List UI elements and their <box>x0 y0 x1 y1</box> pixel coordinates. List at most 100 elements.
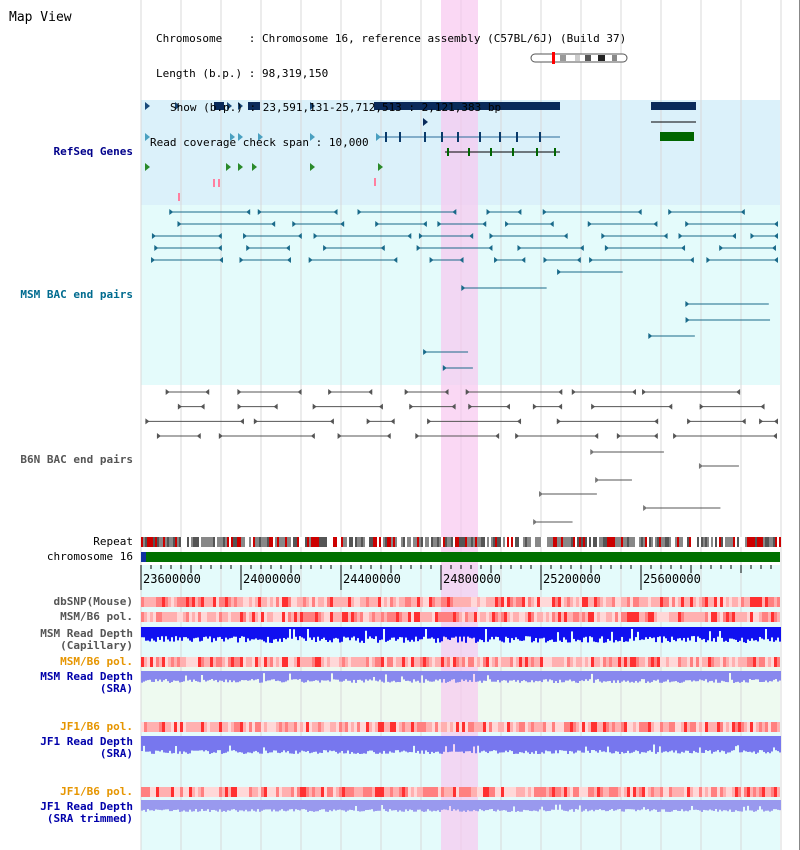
jf1-b6-pol-2-heat-cell <box>435 787 438 797</box>
jf1-b6-pol-2-heat-cell <box>336 787 339 797</box>
jf1-sra-depth-bar <box>639 736 641 754</box>
jf1-sra-depth-bar <box>367 736 369 752</box>
jf1-trimmed-depth-bar <box>213 800 215 810</box>
msm-sra-depth-bar <box>701 671 703 681</box>
msm-sra-depth-bar <box>589 671 591 680</box>
jf1-trimmed-depth-bar <box>297 800 299 810</box>
dbsnp-heat-cell <box>168 597 171 607</box>
msm-sra-depth-bar <box>319 671 321 683</box>
jf1-b6-pol-heat-cell <box>387 722 390 732</box>
jf1-trimmed-depth-bar <box>385 800 387 812</box>
msm-sra-depth-bar <box>621 671 623 682</box>
dbsnp-heat-cell <box>477 597 480 607</box>
msm-sra-depth-bar <box>481 671 483 683</box>
repeat-segment <box>221 537 223 547</box>
jf1-sra-depth-bar <box>575 736 577 753</box>
jf1-sra-depth-bar <box>721 736 723 751</box>
dbsnp-heat-cell <box>675 597 678 607</box>
jf1-trimmed-depth-bar <box>281 800 283 810</box>
repeat-segment <box>653 537 655 547</box>
msm-b6-pol-2-heat-cell <box>345 657 348 667</box>
msm-capillary-depth-bar <box>367 627 369 639</box>
jf1-b6-pol-2-heat-cell <box>510 787 513 797</box>
msm-capillary-depth-bar <box>259 627 261 640</box>
msm-capillary-depth-bar <box>565 627 567 640</box>
dbsnp-heat-cell <box>600 597 603 607</box>
msm-sra-depth-bar <box>287 671 289 681</box>
msm-b6-pol-heat-cell <box>723 612 726 622</box>
track-label-dbsnp[interactable]: dbSNP(Mouse) <box>53 595 133 608</box>
jf1-b6-pol-heat-cell <box>681 722 684 732</box>
msm-sra-depth-bar <box>177 671 179 681</box>
jf1-trimmed-depth-bar <box>423 800 425 812</box>
track-label-msm-depth-sra[interactable]: MSM Read Depth <box>40 670 133 683</box>
msm-b6-pol-heat-cell <box>282 612 285 622</box>
track-label-jf1-depth-trimmed[interactable]: JF1 Read Depth <box>40 800 133 813</box>
track-label-jf1-b6-pol-2[interactable]: JF1/B6 pol. <box>60 785 133 798</box>
jf1-trimmed-depth-bar <box>591 800 593 810</box>
msm-capillary-depth-bar <box>269 627 271 643</box>
track-label-msm-b6-pol-1[interactable]: MSM/B6 pol. <box>60 610 133 623</box>
msm-sra-depth-bar <box>623 671 625 681</box>
jf1-sra-depth-bar <box>477 736 479 746</box>
jf1-b6-pol-heat-cell <box>312 722 315 732</box>
track-label-jf1-depth-sra[interactable]: JF1 Read Depth <box>40 735 133 748</box>
dbsnp-heat-cell <box>564 597 567 607</box>
jf1-b6-pol-heat-cell <box>690 722 693 732</box>
jf1-sra-depth-bar <box>417 736 419 751</box>
dbsnp-heat-cell <box>633 597 636 607</box>
jf1-trimmed-depth-bar <box>717 800 719 812</box>
jf1-trimmed-depth-bar <box>743 800 745 807</box>
msm-b6-pol-2-heat-cell <box>216 657 219 667</box>
jf1-b6-pol-2-heat-cell <box>471 787 474 797</box>
jf1-b6-pol-2-heat-cell <box>186 787 189 797</box>
jf1-b6-pol-2-heat-cell <box>174 787 177 797</box>
jf1-sra-depth-bar <box>269 736 271 753</box>
track-label-msm-depth-capillary[interactable]: MSM Read Depth <box>40 627 133 640</box>
jf1-b6-pol-heat-cell <box>162 722 165 732</box>
jf1-trimmed-depth-bar <box>279 800 281 811</box>
jf1-trimmed-depth-bar <box>331 800 333 812</box>
jf1-sra-depth-bar <box>707 736 709 752</box>
msm-sra-depth-bar <box>415 671 417 682</box>
dbsnp-heat-cell <box>408 597 411 607</box>
dbsnp-heat-cell <box>147 597 150 607</box>
track-label-msm-bac[interactable]: MSM BAC end pairs <box>20 288 133 301</box>
repeat-segment <box>199 537 201 547</box>
jf1-trimmed-depth-bar <box>519 800 521 812</box>
jf1-b6-pol-heat-cell <box>483 722 486 732</box>
dbsnp-heat-cell <box>294 597 297 607</box>
track-label-refseq-genes[interactable]: RefSeq Genes <box>53 145 133 158</box>
msm-sra-depth-bar <box>385 671 387 675</box>
msm-capillary-depth-bar <box>625 627 627 642</box>
msm-b6-pol-2-heat-cell <box>513 657 516 667</box>
msm-capillary-depth-bar <box>153 627 155 641</box>
jf1-sra-depth-bar <box>635 736 637 751</box>
jf1-trimmed-depth-bar <box>579 800 581 806</box>
msm-capillary-depth-bar <box>361 627 363 641</box>
msm-b6-pol-2-heat-cell <box>426 657 429 667</box>
jf1-sra-depth-bar <box>247 736 249 753</box>
repeat-segment <box>285 537 287 547</box>
msm-b6-pol-2-heat-cell <box>654 657 657 667</box>
jf1-b6-pol-heat-cell <box>321 722 324 732</box>
jf1-sra-depth-bar <box>165 736 167 753</box>
msm-sra-depth-bar <box>357 671 359 680</box>
jf1-trimmed-depth-bar <box>395 800 397 811</box>
jf1-b6-pol-2-heat-cell <box>624 787 627 797</box>
jf1-sra-depth-bar <box>499 736 501 753</box>
b6n-bac-pair-end <box>556 418 561 425</box>
msm-sra-depth-bar <box>629 671 631 683</box>
jf1-trimmed-depth-bar <box>533 800 535 811</box>
track-label-jf1-b6-pol-1[interactable]: JF1/B6 pol. <box>60 720 133 733</box>
jf1-b6-pol-heat-cell <box>723 722 726 732</box>
msm-bac-pair-end <box>437 221 442 227</box>
track-label-msm-b6-pol-2[interactable]: MSM/B6 pol. <box>60 655 133 668</box>
dbsnp-heat-cell <box>567 597 570 607</box>
dbsnp-heat-cell <box>705 597 708 607</box>
jf1-b6-pol-heat-cell <box>606 722 609 732</box>
jf1-sra-depth-bar <box>297 736 299 754</box>
jf1-sra-depth-bar <box>423 736 425 754</box>
track-label-b6n-bac[interactable]: B6N BAC end pairs <box>20 453 133 466</box>
jf1-b6-pol-2-heat-cell <box>429 787 432 797</box>
